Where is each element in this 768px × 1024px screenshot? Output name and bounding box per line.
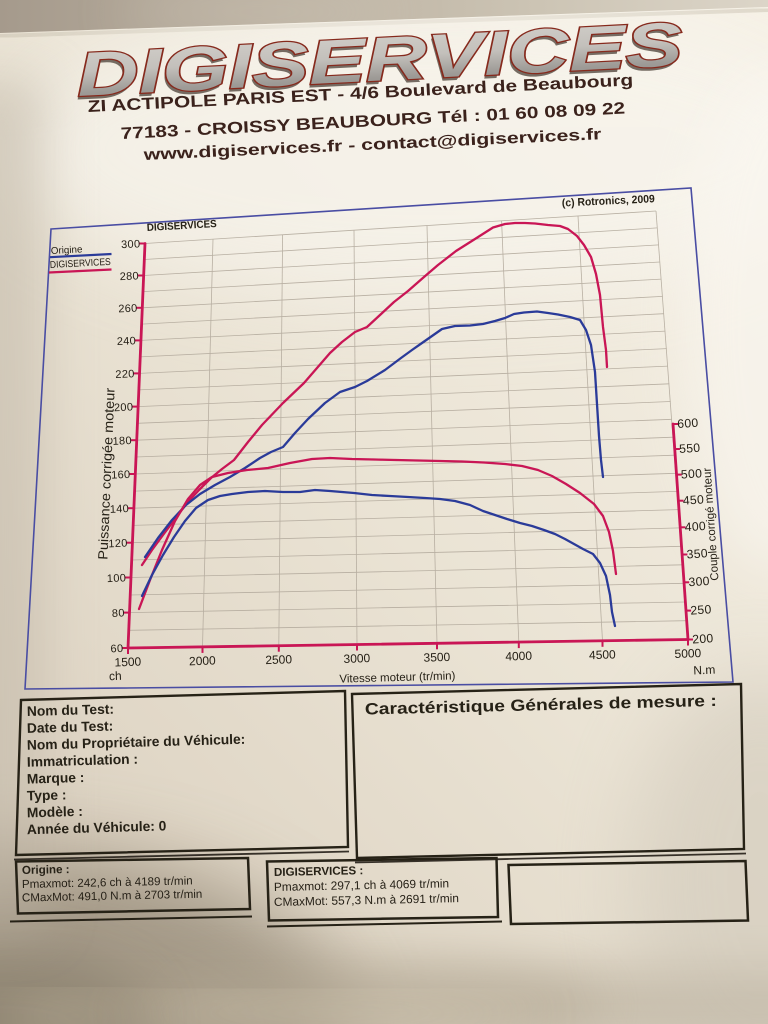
svg-text:Immatriculation :: Immatriculation : [27,752,139,770]
svg-text:1500: 1500 [114,655,141,670]
svg-text:Pmaxmot: 297,1 ch à 4069 tr/mi: Pmaxmot: 297,1 ch à 4069 tr/min [274,876,449,894]
svg-text:Vitesse moteur (tr/min): Vitesse moteur (tr/min) [339,670,455,685]
svg-text:Nom du Propriétaire du Véhicul: Nom du Propriétaire du Véhicule: [27,732,246,753]
svg-text:Puissance corrigée moteur: Puissance corrigée moteur [95,387,117,560]
svg-text:CMaxMot: 491,0 N.m à 2703 tr/m: CMaxMot: 491,0 N.m à 2703 tr/min [22,888,203,905]
svg-text:4500: 4500 [589,647,616,662]
svg-text:N.m: N.m [693,663,716,678]
svg-text:Nom du Test:: Nom du Test: [27,702,115,719]
svg-text:Pmaxmot: 242,6 ch à 4189 tr/mi: Pmaxmot: 242,6 ch à 4189 tr/min [22,874,193,891]
svg-text:200: 200 [692,631,714,646]
svg-text:3000: 3000 [343,651,370,666]
svg-text:100: 100 [107,572,127,585]
svg-text:500: 500 [681,466,703,481]
svg-text:5000: 5000 [674,646,701,661]
svg-text:350: 350 [686,546,708,561]
svg-text:140: 140 [110,503,130,516]
svg-text:300: 300 [121,238,141,251]
svg-text:Année du Véhicule: 0: Année du Véhicule: 0 [27,818,167,837]
svg-text:600: 600 [677,416,699,431]
svg-text:DIGISERVICES: DIGISERVICES [50,257,112,271]
svg-text:200: 200 [114,401,134,414]
svg-text:280: 280 [119,270,139,283]
svg-text:Modèle :: Modèle : [27,804,83,821]
svg-text:220: 220 [115,368,135,381]
svg-text:Date du Test:: Date du Test: [27,718,114,735]
svg-text:80: 80 [112,607,125,620]
svg-text:300: 300 [688,574,710,589]
svg-text:Origine :: Origine : [22,863,70,877]
svg-text:2500: 2500 [265,652,292,667]
svg-text:400: 400 [684,519,706,534]
svg-text:180: 180 [112,435,132,448]
svg-text:60: 60 [110,643,123,656]
svg-text:ch: ch [109,669,122,683]
svg-text:260: 260 [118,303,138,316]
svg-text:550: 550 [679,441,701,456]
svg-text:120: 120 [108,538,128,551]
svg-text:4000: 4000 [505,649,532,664]
svg-text:3500: 3500 [423,650,450,665]
svg-text:Marque :: Marque : [27,770,85,787]
svg-text:450: 450 [682,492,704,507]
svg-text:240: 240 [117,335,137,348]
svg-text:DIGISERVICES: DIGISERVICES [146,218,217,234]
svg-text:Origine: Origine [51,244,84,257]
svg-text:250: 250 [690,602,712,617]
svg-text:CMaxMot: 557,3 N.m à 2691 tr/m: CMaxMot: 557,3 N.m à 2691 tr/min [274,891,459,909]
svg-text:Type :: Type : [27,787,67,803]
svg-text:DIGISERVICES :: DIGISERVICES : [274,864,364,879]
svg-text:2000: 2000 [189,653,216,668]
svg-text:160: 160 [111,469,131,482]
svg-text:(c) Rotronics, 2009: (c) Rotronics, 2009 [562,193,655,209]
